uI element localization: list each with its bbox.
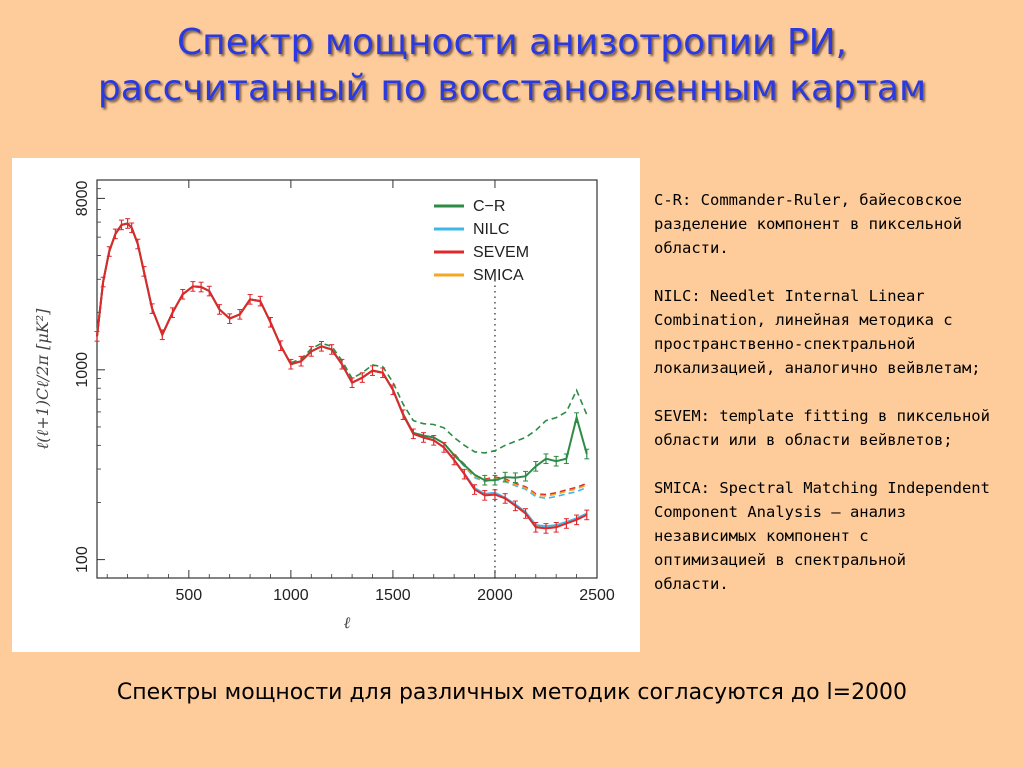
- legend-entry-nilc: NILC: [473, 221, 509, 238]
- note-line: NILC: Needlet Internal Linear: [654, 287, 925, 305]
- note-line: локализацией, аналогично вейвлетам;: [654, 359, 981, 377]
- note-line: независимых компонент с: [654, 527, 869, 545]
- note-line: C-R: Commander-Ruler, байесовское: [654, 191, 962, 209]
- note-smica: SMICA: Spectral Matching Independent Com…: [654, 476, 1024, 596]
- method-notes: C-R: Commander-Ruler, байесовское раздел…: [654, 188, 1024, 620]
- chart-svg: 500 1000 1500 2000 2500 100 1000 8000 ℓ ℓ(ℓ+1)Cℓ/…: [33, 179, 615, 632]
- x-tick-label: 2000: [477, 587, 513, 604]
- y-tick-label: 100: [74, 546, 91, 573]
- x-axis-label: ℓ: [344, 613, 351, 632]
- x-tick-label: 1000: [273, 587, 309, 604]
- dashed-series-nilc: [453, 454, 588, 500]
- slide-title-line-2: рассчитанный по восстановленным картам: [97, 68, 927, 109]
- plot-frame: [96, 179, 598, 579]
- note-line: области.: [654, 575, 729, 593]
- x-tick-label: 500: [175, 587, 202, 604]
- x-tick-label: 1500: [375, 587, 411, 604]
- y-tick-label: 1000: [74, 352, 91, 388]
- note-line: области или в области вейвлетов;: [654, 431, 953, 449]
- note-sevem: SEVEM: template fitting в пиксельной обл…: [654, 404, 1024, 452]
- legend-entry-smica: SMICA: [473, 267, 524, 284]
- slide-title-line-1: Спектр мощности анизотропии РИ,: [177, 22, 847, 63]
- legend-entry-c-r: C−R: [473, 198, 505, 215]
- y-tick-label: 8000: [74, 180, 91, 216]
- power-spectrum-chart: 500 1000 1500 2000 2500 100 1000 8000 ℓ ℓ(ℓ+1)Cℓ/…: [12, 158, 640, 652]
- dashed-series-smica: [453, 453, 588, 497]
- note-line: Component Analysis — анализ: [654, 503, 906, 521]
- note-nilc: NILC: Needlet Internal Linear Combinatio…: [654, 284, 1024, 380]
- dashed-series-c-r: [290, 342, 588, 454]
- note-line: пространственно-спектральной: [654, 335, 916, 353]
- note-line: оптимизацией в спектральной: [654, 551, 906, 569]
- slide-title: Спектр мощности анизотропии РИ, рассчита…: [0, 20, 1024, 112]
- note-line: разделение компонент в пиксельной: [654, 215, 962, 233]
- note-cr: C-R: Commander-Ruler, байесовское раздел…: [654, 188, 1024, 260]
- legend-entry-sevem: SEVEM: [473, 244, 529, 261]
- x-tick-label: 2500: [579, 587, 615, 604]
- note-line: SMICA: Spectral Matching Independent: [654, 479, 990, 497]
- slide-footer: Спектры мощности для различных методик с…: [116, 680, 908, 705]
- note-line: Combination, линейная методика с: [654, 311, 953, 329]
- note-line: области.: [654, 239, 729, 257]
- y-axis-label: ℓ(ℓ+1)Cℓ/2π [μK²]: [33, 308, 52, 449]
- note-line: SEVEM: template fitting в пиксельной: [654, 407, 990, 425]
